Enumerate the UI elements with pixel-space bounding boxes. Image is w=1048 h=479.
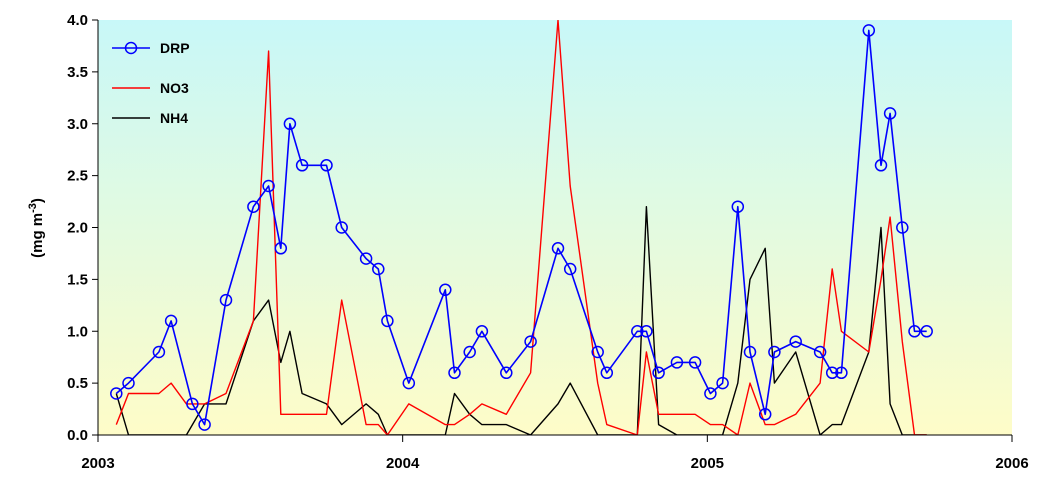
y-tick-label: 0.5: [67, 375, 88, 392]
point-drp: [500, 366, 513, 380]
point-drp: [198, 418, 211, 431]
point-drp: [743, 345, 757, 359]
x-tick-label: 2005: [691, 455, 724, 472]
series-layer: [110, 20, 933, 435]
legend-marker-drp: [124, 41, 138, 55]
legend: DRP NO3 NH4: [112, 40, 190, 126]
axes-layer: 0.0 0.5 1.0 1.5 2.0 2.5 3.0 3.5 4.0 2003 2004 2005 2…: [67, 12, 1029, 472]
x-tick-label: 2004: [386, 455, 420, 472]
y-tick-label: 2.0: [67, 220, 88, 237]
point-drp: [551, 242, 565, 255]
point-drp: [688, 356, 702, 369]
y-axis-title: (mg m-3): [27, 198, 46, 258]
point-drp: [600, 366, 614, 380]
point-drp: [768, 345, 781, 359]
point-drp: [320, 159, 333, 172]
point-drp: [262, 179, 275, 193]
y-axis-title-close: ): [29, 198, 46, 203]
point-drp: [883, 107, 897, 120]
y-tick-label: 4.0: [67, 12, 88, 29]
plot-area: [98, 20, 1012, 435]
point-drp: [716, 376, 729, 390]
legend-label-drp: DRP: [160, 40, 190, 56]
point-drp: [219, 293, 233, 307]
y-tick-label: 1.5: [67, 271, 88, 288]
point-drp: [563, 262, 577, 276]
point-drp: [652, 366, 665, 380]
point-drp: [335, 221, 348, 234]
y-axis-title-main: (mg m: [29, 213, 46, 258]
point-drp: [359, 252, 373, 265]
y-tick-label: 2.5: [67, 168, 88, 185]
point-drp: [122, 376, 135, 390]
point-drp: [164, 314, 178, 328]
point-drp: [813, 345, 827, 359]
point-drp: [862, 24, 876, 37]
point-drp: [704, 387, 717, 400]
point-drp: [789, 335, 802, 348]
point-drp: [372, 262, 385, 276]
y-tick-label: 3.0: [67, 116, 88, 133]
x-tick-label: 2003: [81, 455, 114, 472]
point-drp: [186, 397, 199, 411]
series-line-drp: [115, 29, 927, 426]
point-drp: [524, 335, 537, 348]
point-drp: [835, 366, 848, 380]
point-drp: [463, 345, 476, 359]
series-line-no3: [115, 20, 927, 435]
point-drp: [758, 408, 772, 421]
point-drp: [825, 366, 839, 380]
point-drp: [640, 325, 653, 338]
point-drp: [295, 159, 309, 172]
point-drp: [731, 200, 745, 213]
y-tick-label: 0.0: [67, 427, 88, 444]
point-drp: [908, 325, 921, 338]
y-tick-label: 3.5: [67, 64, 88, 81]
point-drp: [283, 117, 297, 131]
point-drp: [591, 345, 604, 359]
legend-label-no3: NO3: [160, 80, 189, 96]
point-drp: [920, 325, 933, 338]
point-drp: [475, 325, 489, 338]
legend-label-nh4: NH4: [160, 110, 188, 126]
point-drp: [631, 325, 644, 338]
point-drp: [439, 283, 452, 297]
point-drp: [448, 366, 461, 380]
point-drp: [274, 242, 288, 255]
point-drp: [110, 387, 123, 400]
point-drp: [152, 345, 166, 359]
x-tick-label: 2006: [995, 455, 1028, 472]
point-drp: [874, 159, 888, 172]
y-tick-label: 1.0: [67, 323, 88, 340]
point-drp: [896, 221, 909, 234]
point-drp: [670, 356, 684, 369]
point-drp: [381, 314, 394, 328]
point-drp: [402, 376, 416, 390]
point-drp: [247, 200, 260, 213]
y-axis-title-exponent: -3: [27, 203, 39, 213]
series-line-nh4: [115, 205, 927, 435]
